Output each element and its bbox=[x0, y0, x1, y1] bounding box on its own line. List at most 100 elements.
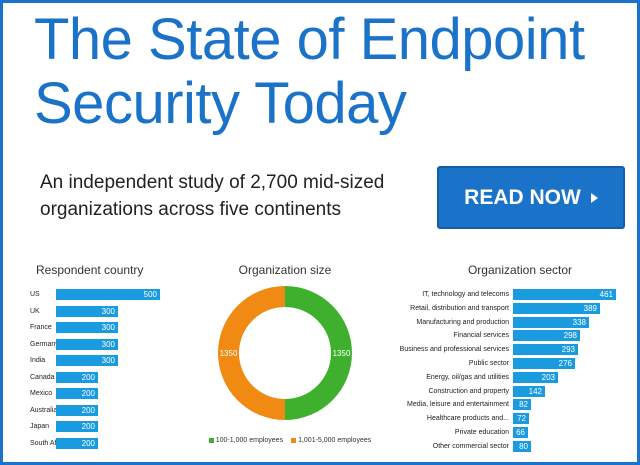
bar bbox=[56, 289, 160, 300]
donut-slice-value: 1350 bbox=[220, 349, 238, 358]
bar-label: UK bbox=[30, 307, 40, 315]
bar-value-label: 300 bbox=[101, 356, 115, 365]
bar bbox=[513, 385, 545, 397]
bar bbox=[56, 437, 98, 449]
organization-size-donut-chart: 1350 1350 bbox=[218, 286, 352, 420]
bar-value-label: 389 bbox=[583, 303, 597, 313]
read-now-label: READ NOW bbox=[464, 185, 581, 209]
bar-value-label: 200 bbox=[81, 389, 95, 398]
page-title: The State of Endpoint Security Today bbox=[34, 7, 585, 136]
donut-slice bbox=[218, 286, 285, 420]
bar-label: Business and professional services bbox=[399, 346, 509, 354]
legend-swatch-green bbox=[208, 437, 214, 443]
legend-label-medium: 1,001-5,000 employees bbox=[298, 437, 372, 444]
bar-label: US bbox=[30, 291, 40, 298]
donut-slice bbox=[285, 286, 352, 420]
bar-row: Germany 300 bbox=[8, 338, 168, 350]
bar-row: Energy, oil/gas and utilities 203 bbox=[388, 371, 633, 383]
bar-row: India 300 bbox=[8, 355, 168, 366]
bar bbox=[56, 338, 118, 350]
bar-value-label: 200 bbox=[81, 372, 95, 382]
bar-value-label: 200 bbox=[81, 422, 95, 431]
bar-row: Australia 200 bbox=[8, 404, 168, 416]
bar bbox=[56, 404, 98, 416]
bar bbox=[513, 427, 528, 438]
size-chart-title: Organization size bbox=[238, 263, 332, 277]
bar-value-label: 142 bbox=[528, 386, 542, 396]
bar-label: India bbox=[30, 357, 46, 364]
bar bbox=[513, 302, 600, 314]
bar bbox=[513, 413, 529, 425]
bar-row: UK 300 bbox=[8, 305, 168, 317]
sector-chart-title: Organization sector bbox=[467, 263, 573, 277]
bar-value-label: 203 bbox=[541, 372, 555, 382]
bar bbox=[513, 289, 616, 300]
bar-value-label: 461 bbox=[599, 290, 613, 299]
bar-row: France 300 bbox=[8, 322, 168, 333]
bar bbox=[56, 371, 98, 383]
bar-label: Financial services bbox=[453, 332, 509, 340]
sector-bar-chart: IT, technology and telecoms 461 Retail, di… bbox=[388, 289, 633, 459]
bar-label: France bbox=[30, 324, 52, 331]
bar-row: Japan 200 bbox=[8, 421, 168, 432]
bar-value-label: 338 bbox=[572, 317, 586, 327]
bar-value-label: 500 bbox=[143, 290, 157, 299]
bar-value-label: 82 bbox=[519, 400, 528, 410]
bar-value-label: 72 bbox=[517, 414, 526, 424]
bar-label: Canada bbox=[30, 373, 55, 381]
bar-value-label: 80 bbox=[519, 441, 528, 451]
bar-label: Germany bbox=[30, 340, 59, 348]
bar-row: Public sector 276 bbox=[388, 358, 633, 369]
bar-label: Public sector bbox=[468, 360, 509, 367]
bar-label: Retail, distribution and transport bbox=[410, 304, 509, 312]
bar-label: Media, leisure and entertainment bbox=[407, 401, 509, 409]
bar-row: Other commercial sector 80 bbox=[388, 440, 633, 452]
bar bbox=[56, 322, 118, 333]
bar-value-label: 300 bbox=[101, 323, 115, 332]
bar-row: Mexico 200 bbox=[8, 388, 168, 399]
bar bbox=[513, 316, 589, 328]
bar-label: Construction and property bbox=[428, 387, 509, 395]
legend-item-small: 100-1,000 employees bbox=[208, 437, 283, 444]
bar-row: Business and professional services 293 bbox=[388, 344, 633, 356]
bar-value-label: 293 bbox=[561, 345, 575, 355]
bar-value-label: 300 bbox=[101, 306, 115, 316]
bar-value-label: 300 bbox=[101, 339, 115, 349]
bar-value-label: 200 bbox=[81, 438, 95, 448]
legend-swatch-orange bbox=[291, 437, 297, 443]
bar-label: South Africa bbox=[30, 439, 68, 447]
bar bbox=[56, 421, 98, 432]
size-legend: 100-1,000 employees 1,001-5,000 employee… bbox=[205, 437, 375, 444]
bar-value-label: 276 bbox=[558, 359, 572, 368]
bar-label: Private education bbox=[454, 429, 509, 436]
subtitle: An independent study of 2,700 mid-sized … bbox=[40, 172, 385, 220]
bar-label: Energy, oil/gas and utilities bbox=[426, 373, 509, 381]
donut-slice-value: 1350 bbox=[333, 349, 351, 358]
bar-row: US 500 bbox=[8, 289, 168, 300]
bar-value-label: 200 bbox=[81, 405, 95, 415]
bar-row: Media, leisure and entertainment 82 bbox=[388, 399, 633, 411]
bar-label: IT, technology and telecoms bbox=[422, 291, 509, 298]
legend-item-medium: 1,001-5,000 employees bbox=[291, 437, 371, 444]
play-arrow-icon bbox=[590, 192, 598, 203]
bar bbox=[513, 371, 558, 383]
bar-label: Australia bbox=[30, 406, 58, 414]
bar-row: Construction and property 142 bbox=[388, 385, 633, 397]
bar-row: Healthcare products and... 72 bbox=[388, 413, 633, 425]
bar bbox=[513, 330, 580, 342]
bar-row: Canada 200 bbox=[8, 371, 168, 383]
bar bbox=[513, 399, 531, 411]
country-chart-title: Respondent country bbox=[36, 263, 144, 277]
bar-label: Mexico bbox=[30, 390, 53, 397]
bar bbox=[56, 355, 118, 366]
bar bbox=[513, 344, 578, 356]
bar bbox=[513, 440, 531, 452]
bar-row: Financial services 298 bbox=[388, 330, 633, 342]
bar-label: Other commercial sector bbox=[432, 442, 509, 450]
bar-label: Japan bbox=[30, 423, 50, 430]
read-now-button[interactable]: READ NOW bbox=[437, 166, 625, 229]
bar-row: South Africa 200 bbox=[8, 437, 168, 449]
bar-value-label: 66 bbox=[516, 428, 525, 437]
bar-row: Retail, distribution and transport 389 bbox=[388, 302, 633, 314]
